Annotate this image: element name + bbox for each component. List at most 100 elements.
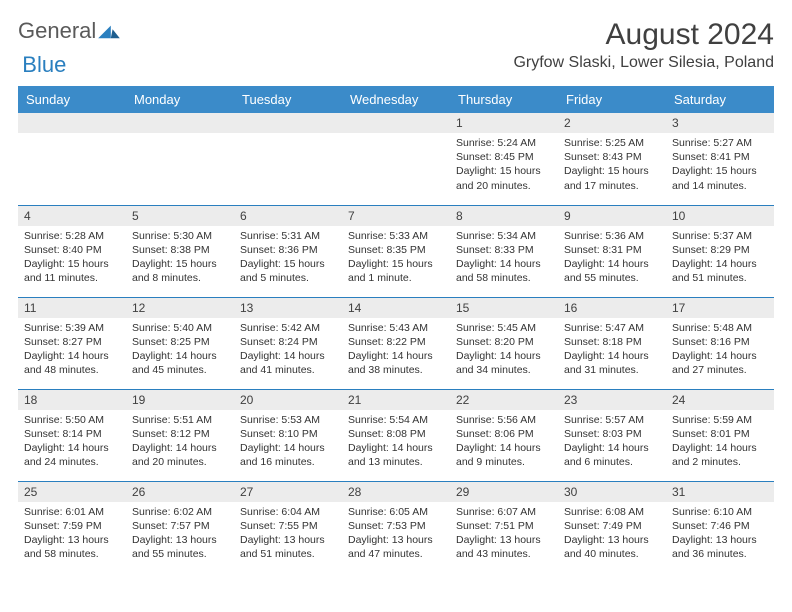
calendar-cell: 23Sunrise: 5:57 AMSunset: 8:03 PMDayligh… [558, 389, 666, 481]
day-number: 7 [342, 206, 450, 226]
sunset-text: Sunset: 8:43 PM [564, 150, 660, 164]
calendar-cell: 1Sunrise: 5:24 AMSunset: 8:45 PMDaylight… [450, 113, 558, 205]
daylight-text: Daylight: 15 hours and 17 minutes. [564, 164, 660, 192]
daylight-text: Daylight: 13 hours and 55 minutes. [132, 533, 228, 561]
daylight-text: Daylight: 15 hours and 11 minutes. [24, 257, 120, 285]
sunrise-text: Sunrise: 5:57 AM [564, 413, 660, 427]
day-number: 2 [558, 113, 666, 133]
day-details: Sunrise: 6:04 AMSunset: 7:55 PMDaylight:… [234, 502, 342, 568]
day-details: Sunrise: 5:42 AMSunset: 8:24 PMDaylight:… [234, 318, 342, 384]
daylight-text: Daylight: 14 hours and 6 minutes. [564, 441, 660, 469]
sunrise-text: Sunrise: 6:05 AM [348, 505, 444, 519]
day-details: Sunrise: 5:43 AMSunset: 8:22 PMDaylight:… [342, 318, 450, 384]
sunset-text: Sunset: 8:40 PM [24, 243, 120, 257]
day-number: 25 [18, 482, 126, 502]
sunset-text: Sunset: 8:25 PM [132, 335, 228, 349]
sunrise-text: Sunrise: 5:50 AM [24, 413, 120, 427]
sunrise-text: Sunrise: 5:34 AM [456, 229, 552, 243]
sunset-text: Sunset: 8:35 PM [348, 243, 444, 257]
calendar-cell: 7Sunrise: 5:33 AMSunset: 8:35 PMDaylight… [342, 205, 450, 297]
calendar-cell: 28Sunrise: 6:05 AMSunset: 7:53 PMDayligh… [342, 481, 450, 573]
sunset-text: Sunset: 8:08 PM [348, 427, 444, 441]
day-number: 16 [558, 298, 666, 318]
sunrise-text: Sunrise: 6:10 AM [672, 505, 768, 519]
daylight-text: Daylight: 14 hours and 20 minutes. [132, 441, 228, 469]
daylight-text: Daylight: 13 hours and 47 minutes. [348, 533, 444, 561]
calendar-table: Sunday Monday Tuesday Wednesday Thursday… [18, 86, 774, 573]
sunset-text: Sunset: 8:10 PM [240, 427, 336, 441]
sunset-text: Sunset: 7:46 PM [672, 519, 768, 533]
day-number: 21 [342, 390, 450, 410]
sunrise-text: Sunrise: 5:40 AM [132, 321, 228, 335]
sunrise-text: Sunrise: 5:42 AM [240, 321, 336, 335]
sunset-text: Sunset: 8:01 PM [672, 427, 768, 441]
sunset-text: Sunset: 8:36 PM [240, 243, 336, 257]
daylight-text: Daylight: 14 hours and 34 minutes. [456, 349, 552, 377]
day-number: 30 [558, 482, 666, 502]
day-number [234, 113, 342, 133]
sunrise-text: Sunrise: 6:01 AM [24, 505, 120, 519]
calendar-week-row: 18Sunrise: 5:50 AMSunset: 8:14 PMDayligh… [18, 389, 774, 481]
day-number: 27 [234, 482, 342, 502]
calendar-page: General August 2024 Gryfow Slaski, Lower… [0, 0, 792, 573]
day-number: 9 [558, 206, 666, 226]
logo: General [18, 18, 122, 44]
calendar-cell: 31Sunrise: 6:10 AMSunset: 7:46 PMDayligh… [666, 481, 774, 573]
daylight-text: Daylight: 14 hours and 48 minutes. [24, 349, 120, 377]
day-details: Sunrise: 6:10 AMSunset: 7:46 PMDaylight:… [666, 502, 774, 568]
calendar-cell [342, 113, 450, 205]
calendar-cell: 9Sunrise: 5:36 AMSunset: 8:31 PMDaylight… [558, 205, 666, 297]
calendar-cell: 12Sunrise: 5:40 AMSunset: 8:25 PMDayligh… [126, 297, 234, 389]
sunrise-text: Sunrise: 5:45 AM [456, 321, 552, 335]
sunrise-text: Sunrise: 5:36 AM [564, 229, 660, 243]
daylight-text: Daylight: 14 hours and 2 minutes. [672, 441, 768, 469]
sunrise-text: Sunrise: 5:39 AM [24, 321, 120, 335]
day-number: 3 [666, 113, 774, 133]
calendar-week-row: 1Sunrise: 5:24 AMSunset: 8:45 PMDaylight… [18, 113, 774, 205]
calendar-body: 1Sunrise: 5:24 AMSunset: 8:45 PMDaylight… [18, 113, 774, 573]
day-details: Sunrise: 5:39 AMSunset: 8:27 PMDaylight:… [18, 318, 126, 384]
day-number: 22 [450, 390, 558, 410]
sunset-text: Sunset: 8:22 PM [348, 335, 444, 349]
sunrise-text: Sunrise: 5:37 AM [672, 229, 768, 243]
sunset-text: Sunset: 8:45 PM [456, 150, 552, 164]
day-number: 6 [234, 206, 342, 226]
day-details: Sunrise: 5:48 AMSunset: 8:16 PMDaylight:… [666, 318, 774, 384]
sunrise-text: Sunrise: 6:04 AM [240, 505, 336, 519]
calendar-cell: 26Sunrise: 6:02 AMSunset: 7:57 PMDayligh… [126, 481, 234, 573]
day-details: Sunrise: 6:01 AMSunset: 7:59 PMDaylight:… [18, 502, 126, 568]
sunset-text: Sunset: 8:27 PM [24, 335, 120, 349]
day-details: Sunrise: 5:30 AMSunset: 8:38 PMDaylight:… [126, 226, 234, 292]
day-number: 20 [234, 390, 342, 410]
day-details: Sunrise: 5:33 AMSunset: 8:35 PMDaylight:… [342, 226, 450, 292]
daylight-text: Daylight: 14 hours and 31 minutes. [564, 349, 660, 377]
day-details: Sunrise: 6:02 AMSunset: 7:57 PMDaylight:… [126, 502, 234, 568]
day-number: 11 [18, 298, 126, 318]
calendar-cell [126, 113, 234, 205]
calendar-cell: 18Sunrise: 5:50 AMSunset: 8:14 PMDayligh… [18, 389, 126, 481]
day-details: Sunrise: 5:24 AMSunset: 8:45 PMDaylight:… [450, 133, 558, 199]
calendar-cell: 8Sunrise: 5:34 AMSunset: 8:33 PMDaylight… [450, 205, 558, 297]
sunset-text: Sunset: 8:20 PM [456, 335, 552, 349]
sunrise-text: Sunrise: 5:31 AM [240, 229, 336, 243]
sunset-text: Sunset: 8:16 PM [672, 335, 768, 349]
sunset-text: Sunset: 8:18 PM [564, 335, 660, 349]
sunrise-text: Sunrise: 5:56 AM [456, 413, 552, 427]
sunset-text: Sunset: 7:59 PM [24, 519, 120, 533]
day-details: Sunrise: 5:34 AMSunset: 8:33 PMDaylight:… [450, 226, 558, 292]
sunrise-text: Sunrise: 5:28 AM [24, 229, 120, 243]
day-details: Sunrise: 6:07 AMSunset: 7:51 PMDaylight:… [450, 502, 558, 568]
calendar-cell: 22Sunrise: 5:56 AMSunset: 8:06 PMDayligh… [450, 389, 558, 481]
location: Gryfow Slaski, Lower Silesia, Poland [513, 54, 774, 72]
calendar-cell [18, 113, 126, 205]
calendar-cell: 30Sunrise: 6:08 AMSunset: 7:49 PMDayligh… [558, 481, 666, 573]
day-number: 17 [666, 298, 774, 318]
daylight-text: Daylight: 14 hours and 9 minutes. [456, 441, 552, 469]
day-details: Sunrise: 5:50 AMSunset: 8:14 PMDaylight:… [18, 410, 126, 476]
sunrise-text: Sunrise: 5:24 AM [456, 136, 552, 150]
day-details: Sunrise: 5:56 AMSunset: 8:06 PMDaylight:… [450, 410, 558, 476]
day-details: Sunrise: 5:47 AMSunset: 8:18 PMDaylight:… [558, 318, 666, 384]
day-details: Sunrise: 5:53 AMSunset: 8:10 PMDaylight:… [234, 410, 342, 476]
sunrise-text: Sunrise: 5:54 AM [348, 413, 444, 427]
day-details: Sunrise: 5:57 AMSunset: 8:03 PMDaylight:… [558, 410, 666, 476]
